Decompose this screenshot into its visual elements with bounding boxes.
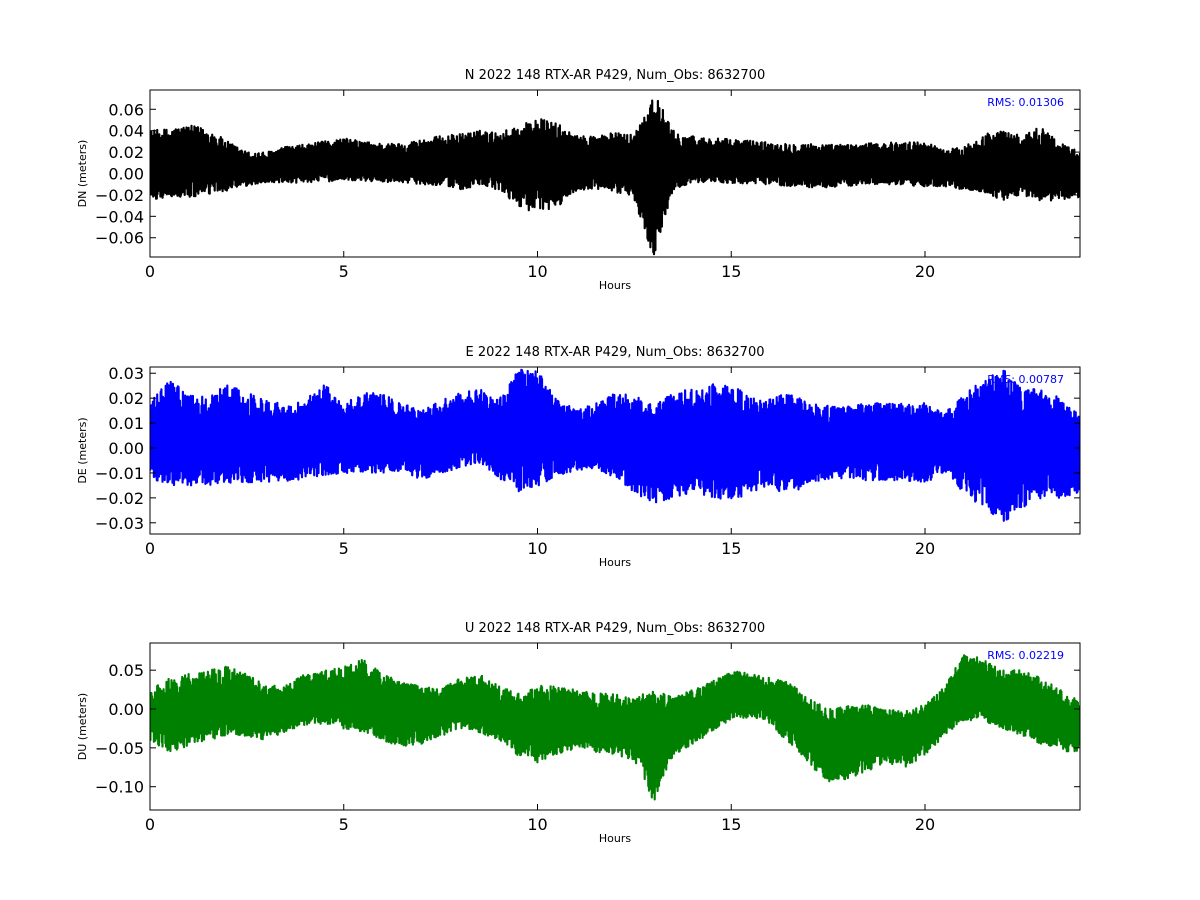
n-panel: 0 5 10 15 20 0.06 0.04 0.02 0.00 −0.02 −0.04 −0.06 N… bbox=[76, 68, 1081, 292]
u-rms-annotation: RMS: 0.02219 bbox=[987, 649, 1064, 662]
e-ytick-label: 0.02 bbox=[108, 389, 144, 408]
n-y-axis-label: DN (meters) bbox=[76, 140, 89, 208]
e-ytick-label: −0.03 bbox=[95, 514, 144, 533]
e-x-axis-label: Hours bbox=[599, 556, 631, 569]
e-y-axis-label: DE (meters) bbox=[76, 417, 89, 483]
e-chart-title: E 2022 148 RTX-AR P429, Num_Obs: 8632700 bbox=[466, 345, 765, 360]
e-ytick-label: 0.03 bbox=[108, 364, 144, 383]
n-ytick-label: 0.06 bbox=[108, 100, 144, 119]
n-ytick-label: 0.00 bbox=[108, 165, 144, 184]
e-ytick-label: −0.02 bbox=[95, 489, 144, 508]
u-chart-title: U 2022 148 RTX-AR P429, Num_Obs: 8632700 bbox=[465, 621, 765, 636]
u-xtick-label: 15 bbox=[721, 815, 741, 834]
u-xtick-label: 0 bbox=[145, 815, 155, 834]
e-xtick-label: 5 bbox=[339, 539, 349, 558]
e-rms-annotation: RMS: 0.00787 bbox=[987, 373, 1064, 386]
u-ytick-label: −0.05 bbox=[95, 739, 144, 758]
u-axes-frame bbox=[149, 642, 1081, 811]
u-y-axis-label: DU (meters) bbox=[76, 693, 89, 760]
e-panel: 0 5 10 15 20 0.03 0.02 0.01 0.00 −0.01 −0.02 −0.03 E… bbox=[76, 345, 1081, 569]
n-rms-annotation: RMS: 0.01306 bbox=[987, 96, 1064, 109]
u-series-line bbox=[150, 654, 1080, 801]
e-ytick-label: 0.01 bbox=[108, 414, 144, 433]
e-ytick-label: 0.00 bbox=[108, 439, 144, 458]
n-series-line bbox=[150, 99, 1080, 256]
n-ytick-label: 0.02 bbox=[108, 143, 144, 162]
u-xtick-label: 5 bbox=[339, 815, 349, 834]
e-xtick-label: 10 bbox=[527, 539, 547, 558]
u-ytick-label: 0.00 bbox=[108, 700, 144, 719]
n-ytick-label: −0.06 bbox=[95, 229, 144, 248]
n-x-axis-label: Hours bbox=[599, 279, 631, 292]
n-ytick-label: −0.02 bbox=[95, 186, 144, 205]
n-xtick-label: 15 bbox=[721, 262, 741, 281]
n-xtick-label: 20 bbox=[915, 262, 935, 281]
u-x-axis-label: Hours bbox=[599, 832, 631, 845]
n-xtick-label: 0 bbox=[145, 262, 155, 281]
e-ytick-label: −0.01 bbox=[95, 464, 144, 483]
e-xtick-label: 20 bbox=[915, 539, 935, 558]
n-xtick-label: 5 bbox=[339, 262, 349, 281]
e-xtick-label: 0 bbox=[145, 539, 155, 558]
n-chart-title: N 2022 148 RTX-AR P429, Num_Obs: 8632700 bbox=[465, 68, 765, 83]
e-xtick-label: 15 bbox=[721, 539, 741, 558]
u-panel: 0 5 10 15 20 0.05 0.00 −0.05 −0.10 U 2022 148 RTX… bbox=[76, 621, 1081, 845]
e-axes-frame bbox=[149, 366, 1081, 535]
n-ytick-label: −0.04 bbox=[95, 207, 144, 226]
n-ytick-label: 0.04 bbox=[108, 122, 144, 141]
e-series-line bbox=[150, 368, 1080, 522]
u-xtick-label: 10 bbox=[527, 815, 547, 834]
n-xtick-label: 10 bbox=[527, 262, 547, 281]
u-ytick-label: 0.05 bbox=[108, 661, 144, 680]
u-ytick-label: −0.10 bbox=[95, 778, 144, 797]
u-xtick-label: 20 bbox=[915, 815, 935, 834]
